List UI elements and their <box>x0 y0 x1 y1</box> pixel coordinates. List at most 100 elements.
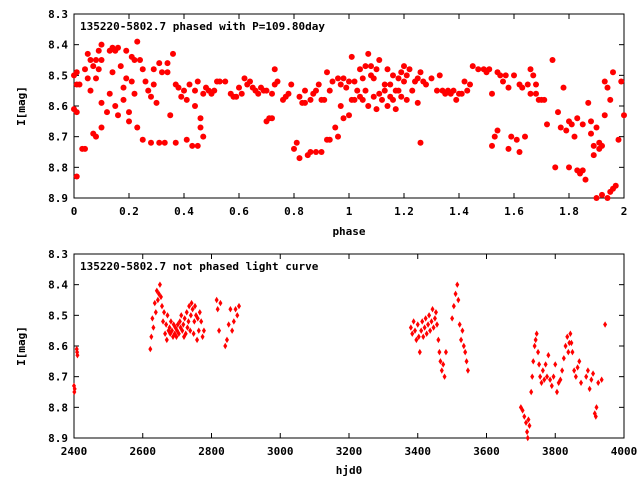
data-point <box>151 324 156 331</box>
data-point <box>189 299 194 307</box>
data-point <box>148 93 154 100</box>
data-point <box>403 96 410 103</box>
data-point <box>192 103 198 109</box>
data-point <box>241 75 248 82</box>
data-point <box>93 133 99 140</box>
data-point <box>417 139 424 146</box>
data-point <box>307 96 314 103</box>
data-point <box>621 112 627 119</box>
data-point <box>348 53 355 60</box>
data-point <box>263 87 270 94</box>
data-point <box>530 72 537 79</box>
data-point <box>516 149 523 155</box>
data-point <box>540 367 545 374</box>
data-point <box>150 66 157 73</box>
data-point <box>84 50 91 57</box>
data-point <box>436 336 441 344</box>
data-point <box>126 118 132 125</box>
data-point <box>192 318 197 325</box>
data-point <box>186 318 191 325</box>
data-point <box>533 81 539 88</box>
x-tick-label: 3200 <box>336 445 363 458</box>
data-point <box>93 75 99 82</box>
data-point <box>183 96 190 103</box>
data-point <box>618 78 625 85</box>
data-point <box>568 121 575 128</box>
data-point <box>428 327 433 334</box>
data-point <box>420 318 425 325</box>
data-point <box>161 318 166 325</box>
data-point <box>164 336 169 344</box>
data-point <box>315 81 322 88</box>
data-point <box>115 44 121 51</box>
data-point <box>579 121 586 128</box>
data-point <box>575 364 580 371</box>
data-point <box>307 149 314 155</box>
y-tick-label: 8.3 <box>48 248 68 261</box>
axis-ticks <box>73 253 625 439</box>
data-point <box>398 93 405 100</box>
data-point <box>529 388 534 396</box>
data-point <box>511 72 517 79</box>
data-point <box>184 309 189 316</box>
data-point <box>548 376 553 383</box>
x-tick-label: 0.8 <box>284 205 304 218</box>
data-point <box>415 321 420 328</box>
data-point <box>112 103 119 109</box>
data-point <box>269 90 275 97</box>
data-point <box>587 385 592 393</box>
data-point <box>153 309 158 316</box>
data-point <box>579 167 586 174</box>
data-point <box>255 90 262 97</box>
data-point <box>362 87 369 94</box>
data-point <box>429 318 434 325</box>
data-point <box>522 413 527 420</box>
data-point <box>591 370 596 377</box>
data-point <box>553 361 558 368</box>
data-point <box>534 330 539 337</box>
data-point <box>148 345 153 353</box>
data-point <box>508 133 515 140</box>
data-point <box>467 81 473 88</box>
data-point <box>217 327 222 334</box>
data-point <box>340 115 347 122</box>
x-tick-label: 2400 <box>61 445 88 458</box>
x-tick-label: 3400 <box>405 445 432 458</box>
data-point <box>84 75 91 82</box>
data-point <box>574 115 581 122</box>
data-point <box>87 87 94 94</box>
data-point <box>395 75 402 82</box>
data-point <box>588 118 594 125</box>
data-point <box>237 302 241 310</box>
data-point <box>161 139 168 146</box>
y-tick-label: 8.6 <box>48 340 68 353</box>
data-point <box>438 358 443 365</box>
data-point <box>403 72 410 79</box>
data-point <box>170 50 176 57</box>
data-point <box>563 342 568 350</box>
data-points <box>71 38 627 201</box>
data-point <box>191 330 196 337</box>
data-point <box>73 109 80 116</box>
data-point <box>236 84 242 91</box>
data-point <box>238 90 245 97</box>
data-point <box>469 63 476 70</box>
data-point <box>98 57 105 63</box>
data-point <box>197 115 204 122</box>
data-point <box>189 142 196 149</box>
data-point <box>489 142 495 149</box>
data-point <box>332 124 339 131</box>
data-point <box>120 96 127 103</box>
data-point <box>120 84 127 91</box>
data-point <box>269 115 275 122</box>
data-point <box>302 99 308 106</box>
data-point <box>549 57 556 63</box>
data-point <box>115 112 121 119</box>
x-tick-label: 0.6 <box>229 205 249 218</box>
data-point <box>513 136 520 143</box>
y-tick-label: 8.3 <box>48 8 68 21</box>
data-point <box>525 434 530 442</box>
data-point <box>387 81 394 88</box>
data-point <box>455 281 460 288</box>
data-point <box>128 78 135 85</box>
